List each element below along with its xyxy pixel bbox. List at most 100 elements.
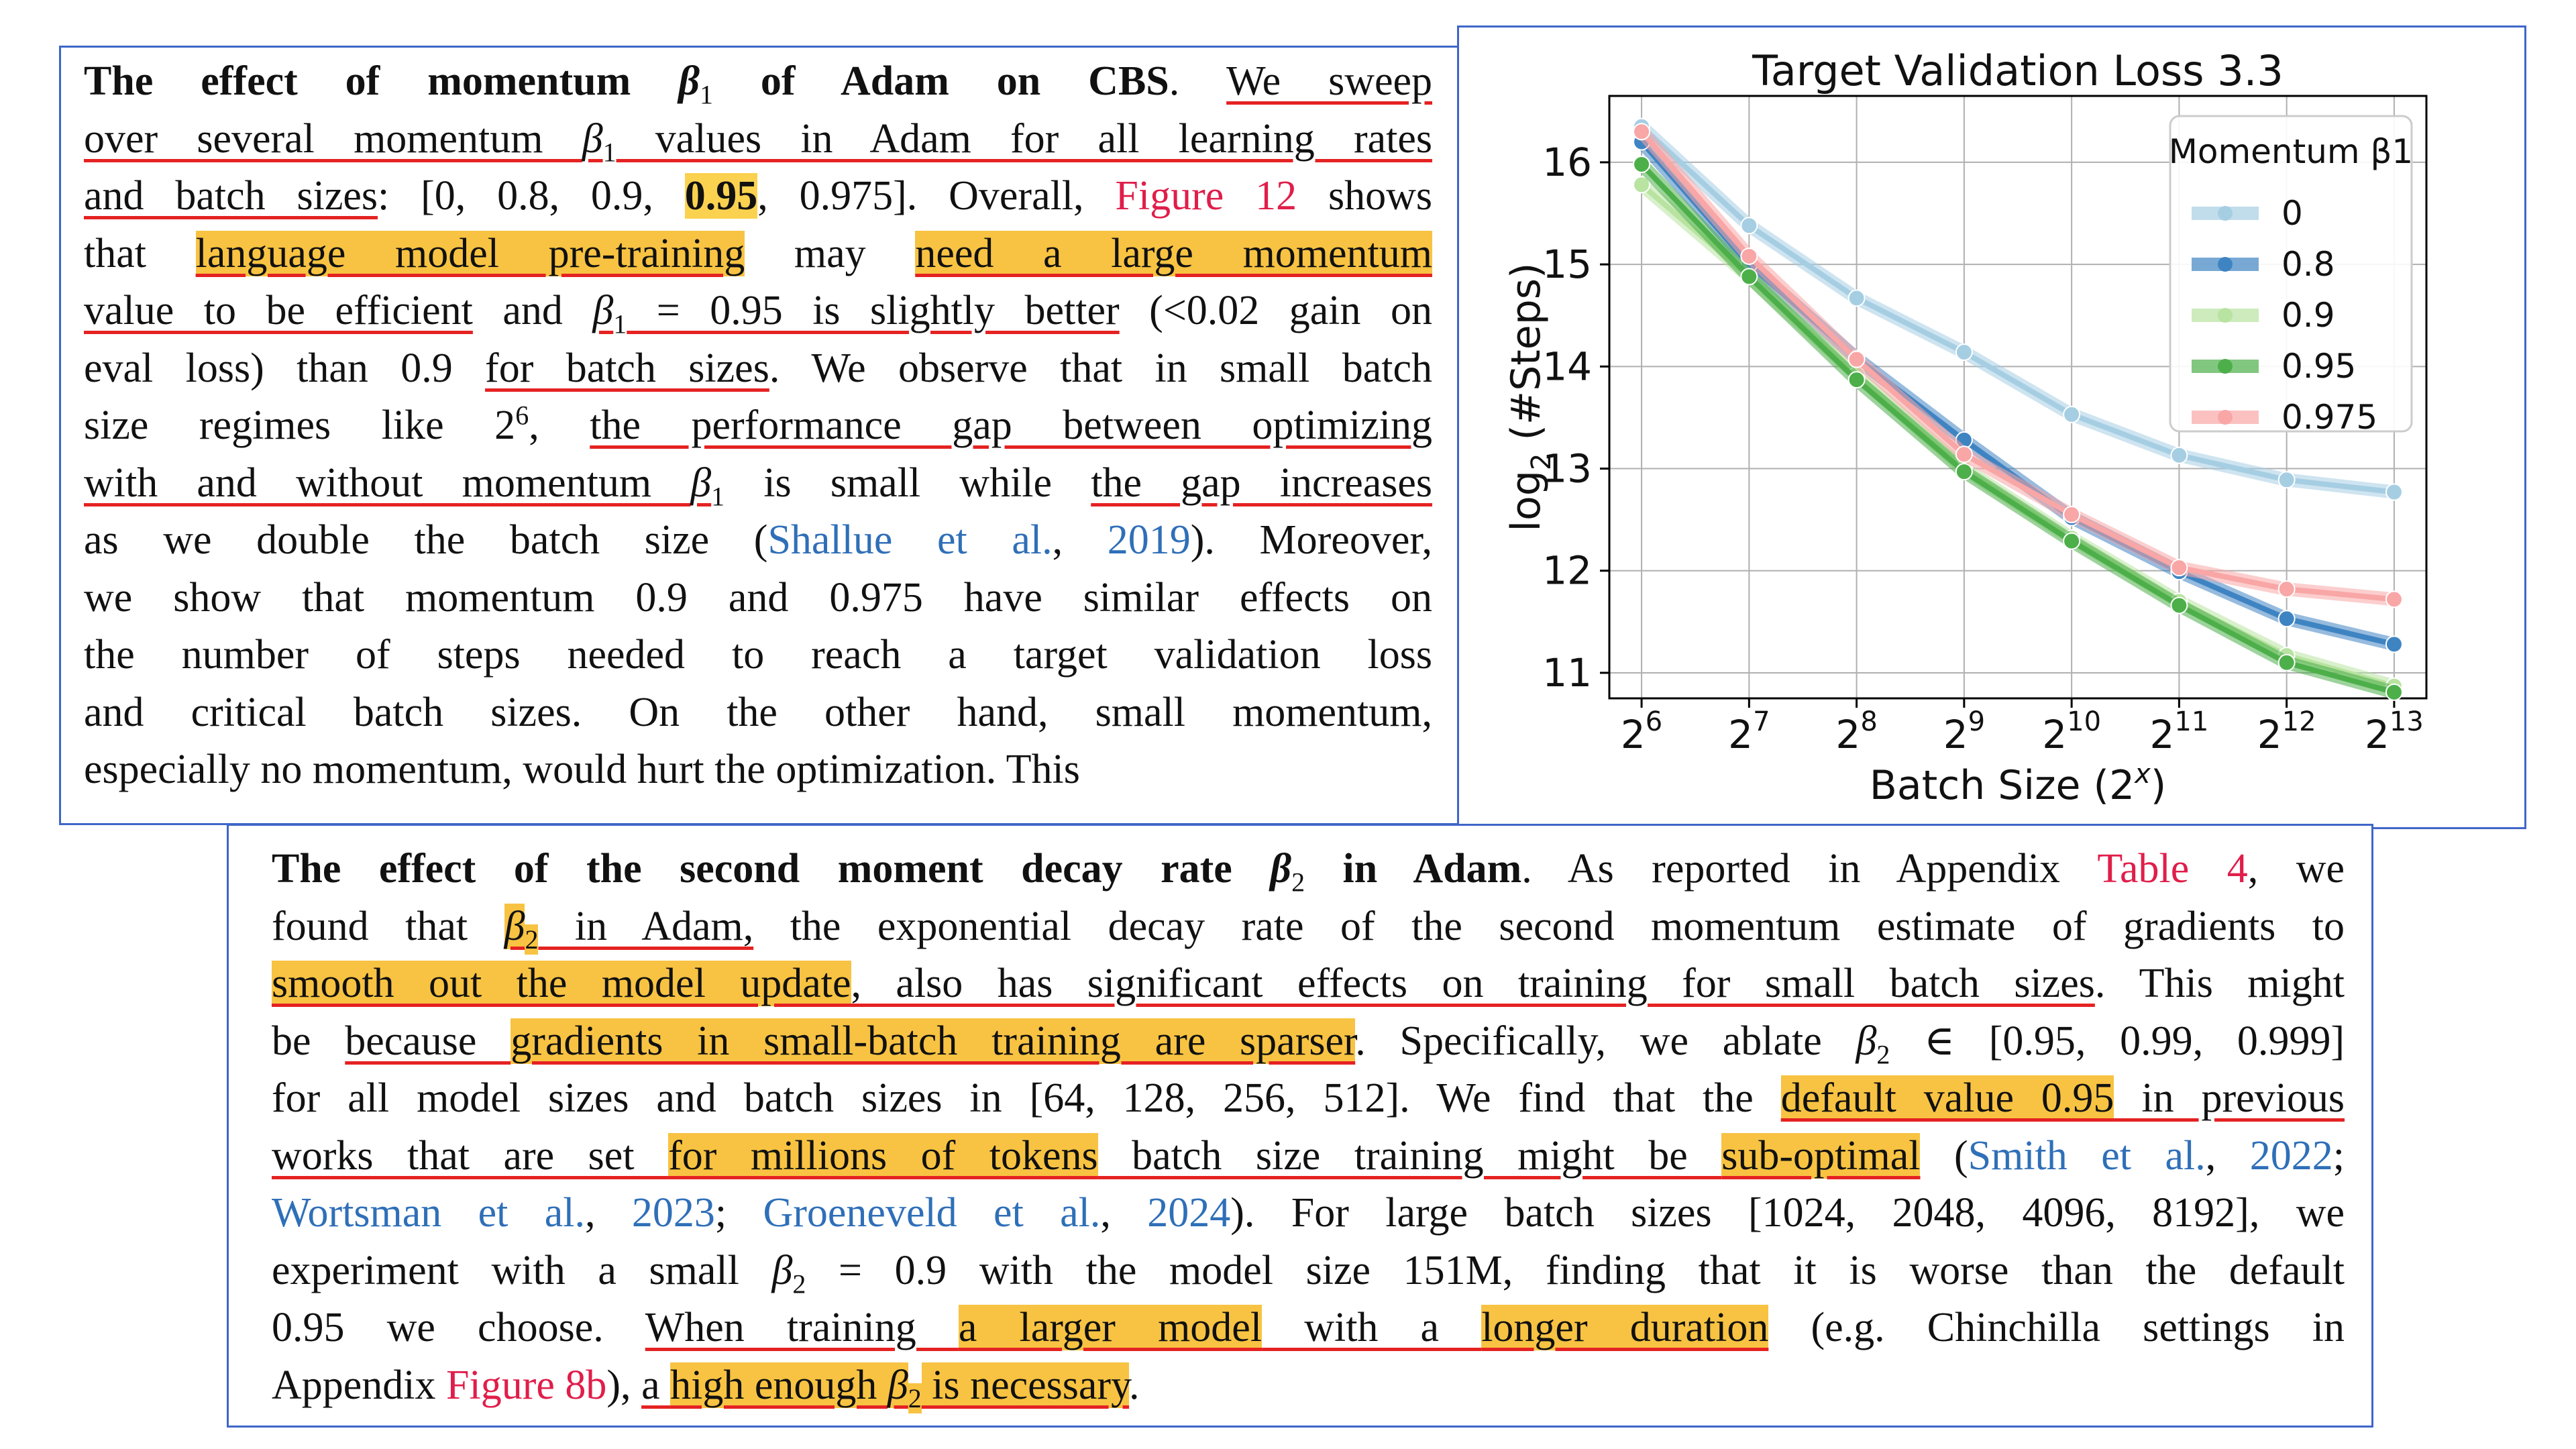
x-tick-base: 2 bbox=[1728, 712, 1753, 757]
text-span: = 0.9 with the model size 151M, finding … bbox=[806, 1247, 2345, 1293]
citation-link[interactable]: 2023 bbox=[631, 1190, 715, 1236]
text-span: size regimes like 2 bbox=[84, 402, 516, 448]
data-point-0.95 bbox=[2170, 596, 2188, 614]
x-tick-exponent: 12 bbox=[2282, 706, 2316, 737]
text-span: 2 bbox=[1291, 867, 1305, 898]
text-line: especially no momentum, would hurt the o… bbox=[84, 741, 1432, 799]
text-span: , bbox=[1100, 1190, 1148, 1236]
data-point-0.975 bbox=[2277, 580, 2296, 598]
data-point-0.8 bbox=[2277, 610, 2296, 628]
legend-label-0.8: 0.8 bbox=[2282, 245, 2335, 284]
chart-box: 26 27 28 29 210 211 212 213 11 12 13 14 15 16 Target V… bbox=[1457, 25, 2526, 829]
data-point-0.8 bbox=[2385, 635, 2403, 653]
cross-reference-link[interactable]: Table 4 bbox=[2097, 846, 2248, 892]
citation-link[interactable]: Smith et al. bbox=[1968, 1132, 2206, 1179]
text-line: experiment with a small β2 = 0.9 with th… bbox=[272, 1242, 2345, 1300]
legend-label-0.9: 0.9 bbox=[2282, 296, 2335, 335]
text-span: , bbox=[529, 402, 590, 448]
text-span: When training bbox=[645, 1305, 959, 1350]
text-span: we show that momentum 0.9 and 0.975 have… bbox=[84, 574, 1432, 621]
text-span: for all model sizes and batch sizes in [… bbox=[272, 1075, 1781, 1121]
text-span: value to be efficient bbox=[84, 288, 473, 333]
data-point-0.95 bbox=[1847, 371, 1866, 389]
citation-link[interactable]: 2024 bbox=[1147, 1190, 1231, 1236]
text-span: ∈ [0.95, 0.99, 0.999] bbox=[1890, 1018, 2345, 1064]
citation-link[interactable]: Groeneveld et al. bbox=[763, 1190, 1101, 1236]
citation-link[interactable]: Shallue et al. bbox=[767, 517, 1053, 563]
text-span: (e.g. Chinchilla settings in bbox=[1768, 1305, 2345, 1350]
text-span: a larger model bbox=[958, 1305, 1263, 1350]
text-span: . We observe that in small batch bbox=[769, 345, 1432, 391]
text-span: eval loss) than 0.9 bbox=[84, 345, 486, 391]
text-line: and batch sizes: [0, 0.8, 0.9, 0.95, 0.9… bbox=[84, 168, 1432, 225]
legend-marker-0 bbox=[2218, 206, 2233, 221]
y-axis-label: log2 (#Steps) bbox=[1503, 263, 1557, 532]
x-tick-base: 2 bbox=[2365, 712, 2390, 757]
x-tick-label: 29 bbox=[1943, 706, 1985, 757]
text-line: found that β2 in Adam, the exponential d… bbox=[272, 898, 2345, 956]
text-span: , bbox=[2205, 1132, 2250, 1179]
text-line: that language model pre-training may nee… bbox=[84, 225, 1433, 283]
text-line: the number of steps needed to reach a ta… bbox=[84, 627, 1432, 684]
text-span: The effect of momentum bbox=[84, 58, 679, 104]
text-line: size regimes like 26, the performance ga… bbox=[84, 397, 1432, 455]
data-point-0 bbox=[2063, 405, 2081, 423]
second-moment-paragraph-box: The effect of the second moment decay ra… bbox=[227, 824, 2373, 1428]
series-line-0.975 bbox=[1640, 129, 2395, 602]
data-point-0.975 bbox=[1955, 445, 1973, 464]
text-span: values in Adam for all learning rates bbox=[616, 115, 1432, 162]
x-axis-label-part: Batch Size (2 bbox=[1870, 762, 2135, 809]
cross-reference-link[interactable]: Figure 8b bbox=[446, 1362, 607, 1408]
text-line: over several momentum β1 values in Adam … bbox=[84, 111, 1432, 168]
text-span: , also has significant effects on traini… bbox=[851, 961, 2095, 1006]
cross-reference-link[interactable]: Figure 12 bbox=[1115, 173, 1297, 219]
data-point-0 bbox=[1955, 343, 1973, 362]
citation-link[interactable]: Wortsman et al. bbox=[272, 1190, 586, 1236]
text-line: smooth out the model update, also has si… bbox=[272, 955, 2345, 1013]
momentum-paragraph: The effect of momentum β1 of Adam on CBS… bbox=[84, 53, 1433, 799]
text-span: need a large momentum bbox=[915, 230, 1433, 276]
citation-link[interactable]: 2019 bbox=[1107, 517, 1191, 563]
text-span: = 0.95 is slightly better bbox=[627, 288, 1120, 333]
text-span: Appendix bbox=[272, 1362, 447, 1408]
text-span: with a bbox=[1262, 1305, 1482, 1350]
y-tick-label: 15 bbox=[1542, 241, 1592, 287]
x-tick-base: 2 bbox=[2149, 712, 2174, 757]
data-point-0 bbox=[1847, 289, 1866, 307]
legend-label-0.975: 0.975 bbox=[2282, 398, 2377, 437]
text-span: 2 bbox=[1876, 1038, 1890, 1069]
data-point-0.95 bbox=[1633, 155, 1651, 173]
text-span: . Specifically, we ablate bbox=[1355, 1018, 1856, 1064]
text-span: over several momentum bbox=[84, 115, 582, 162]
text-line: for all model sizes and batch sizes in [… bbox=[272, 1070, 2345, 1128]
second-moment-paragraph: The effect of the second moment decay ra… bbox=[272, 841, 2345, 1414]
text-span: 1 bbox=[602, 136, 616, 167]
x-tick-exponent: 11 bbox=[2174, 706, 2208, 737]
text-span: in previous bbox=[2114, 1075, 2345, 1121]
text-span: shows bbox=[1297, 173, 1433, 219]
text-span: because bbox=[345, 1018, 511, 1064]
text-span: ; bbox=[2332, 1132, 2345, 1179]
legend-title: Momentum β1 bbox=[2169, 132, 2414, 171]
data-point-0.975 bbox=[1633, 123, 1651, 141]
text-span: ; bbox=[714, 1190, 763, 1236]
text-line: value to be efficient and β1 = 0.95 is s… bbox=[84, 282, 1432, 340]
text-span: is small while bbox=[724, 460, 1091, 506]
text-span: found that bbox=[272, 903, 504, 949]
data-point-0.95 bbox=[1955, 463, 1973, 481]
text-line: as we double the batch size (Shallue et … bbox=[84, 512, 1432, 570]
text-span: β bbox=[1270, 846, 1292, 892]
x-tick-label: 211 bbox=[2149, 706, 2208, 757]
text-span: is necessary bbox=[921, 1362, 1130, 1408]
text-span: as we double the batch size ( bbox=[84, 517, 768, 563]
x-tick-base: 2 bbox=[1835, 712, 1860, 757]
data-point-0.95 bbox=[2063, 532, 2081, 550]
text-span: the number of steps needed to reach a ta… bbox=[84, 632, 1432, 678]
x-tick-exponent: 9 bbox=[1968, 706, 1985, 737]
legend-marker-0.975 bbox=[2218, 410, 2233, 425]
data-point-0.95 bbox=[1740, 268, 1758, 286]
citation-link[interactable]: 2022 bbox=[2249, 1132, 2333, 1179]
text-line: eval loss) than 0.9 for batch sizes. We … bbox=[84, 340, 1432, 398]
text-span: ). Moreover, bbox=[1190, 517, 1433, 563]
text-line: with and without momentum β1 is small wh… bbox=[84, 455, 1432, 513]
